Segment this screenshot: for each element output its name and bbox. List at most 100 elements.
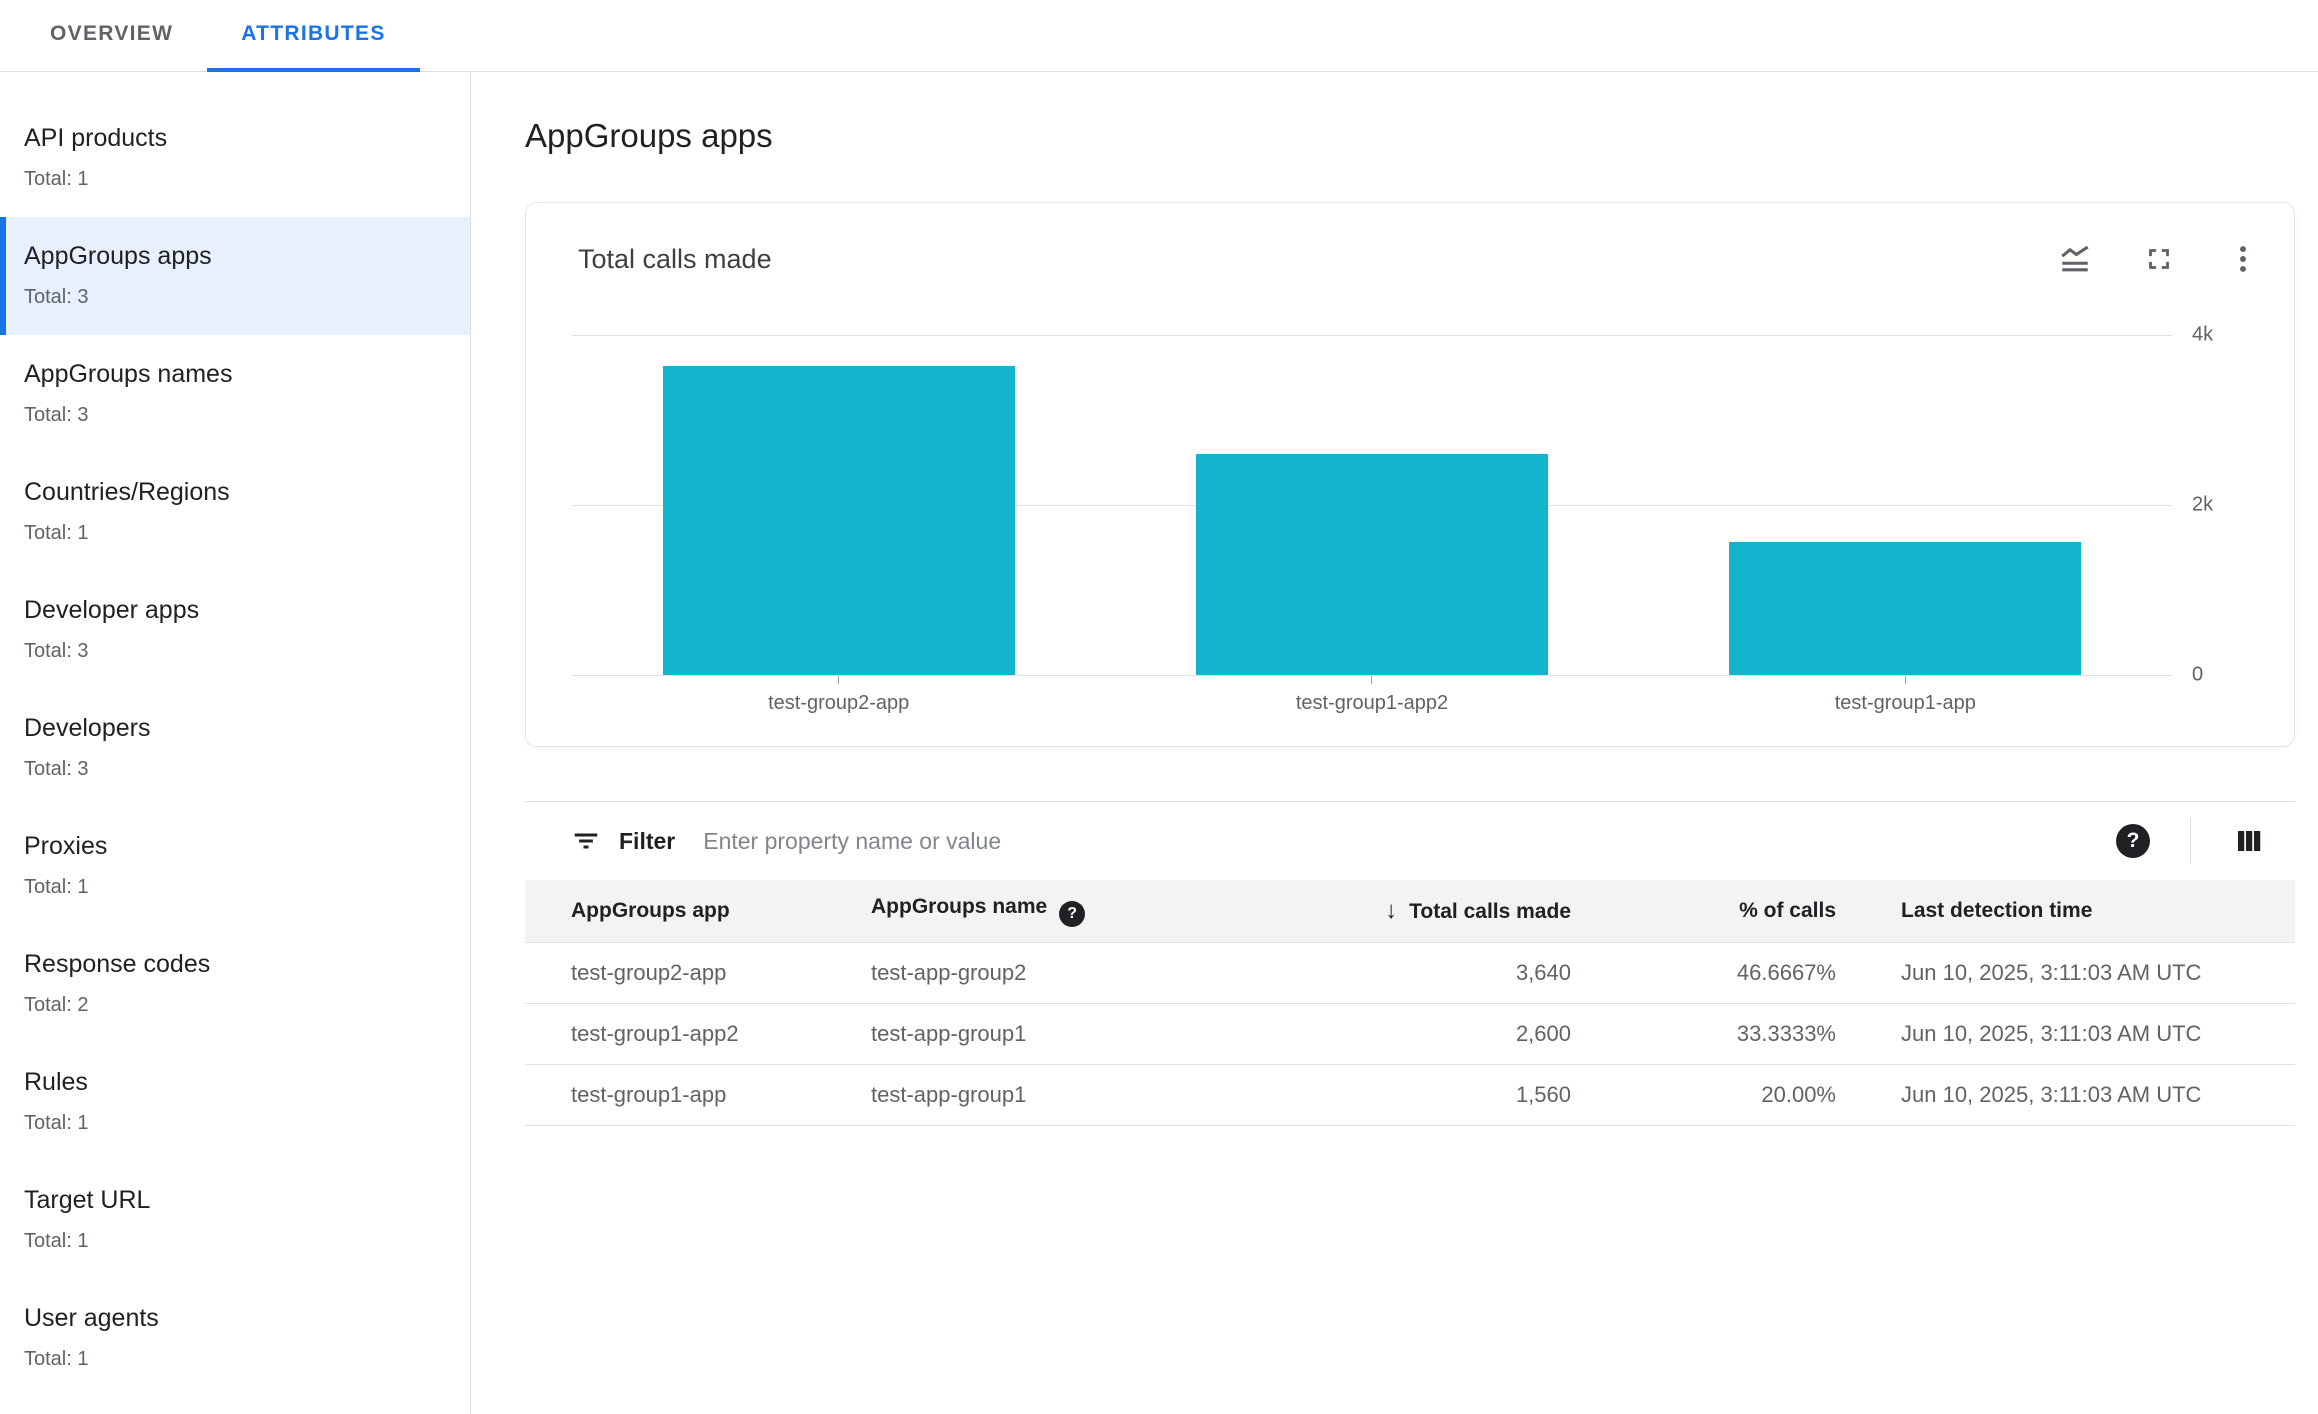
cell-total-calls-made: 1,560 [1301, 1064, 1571, 1126]
tab-bar: OVERVIEW ATTRIBUTES [0, 0, 2318, 72]
bar-slot [572, 335, 1105, 675]
sidebar-item-total: Total: 1 [24, 1230, 89, 1252]
chart-card-actions [2056, 240, 2262, 278]
cell-appgroups-app: test-group1-app [525, 1064, 871, 1126]
chart-title: Total calls made [578, 243, 772, 274]
y-axis-label: 0 [2192, 663, 2204, 686]
sidebar-item-label: Developers [24, 714, 151, 742]
sidebar-item-total: Total: 2 [24, 994, 89, 1016]
x-tick [1904, 675, 1906, 684]
column-header-label: % of calls [1739, 898, 1836, 922]
sidebar-item-label: AppGroups names [24, 360, 233, 388]
gridline-0 [572, 675, 2172, 676]
column-header-appgroups-app[interactable]: AppGroups app [525, 880, 871, 943]
tab-overview[interactable]: OVERVIEW [16, 0, 207, 72]
cell--of-calls: 20.00% [1571, 1064, 1836, 1126]
gridline-4k [572, 335, 2172, 336]
cell--of-calls: 33.3333% [1571, 1003, 1836, 1065]
chart-type-icon[interactable] [2056, 240, 2094, 278]
tick-slot [572, 675, 1105, 684]
cell-total-calls-made: 3,640 [1301, 942, 1571, 1004]
column-header-appgroups-name[interactable]: AppGroups name? [871, 880, 1301, 943]
sidebar-item-label: Developer apps [24, 596, 200, 624]
column-header-label: Total calls made [1409, 899, 1571, 923]
sidebar-item-label: AppGroups apps [24, 242, 212, 270]
columns-icon[interactable] [2233, 826, 2265, 856]
table-body: test-group2-app test-app-group2 3,640 46.66… [525, 942, 2295, 1126]
bar-test-group1-app2[interactable] [1196, 454, 1548, 675]
sidebar-item-label: Target URL [24, 1186, 151, 1214]
x-label-test-group2-app: test-group2-app [768, 692, 910, 714]
x-axis-labels: test-group2-app test-group1-app2 test-grou… [572, 692, 2172, 715]
fullscreen-icon[interactable] [2140, 240, 2178, 278]
x-label-test-group1-app2: test-group1-app2 [1295, 692, 1449, 714]
x-axis-ticks [572, 675, 2172, 684]
cell-appgroups-app: test-group1-app2 [525, 1003, 871, 1065]
tab-attributes[interactable]: ATTRIBUTES [207, 0, 420, 72]
y-axis-label: 4k [2192, 323, 2214, 346]
tab-attributes-label: ATTRIBUTES [241, 22, 386, 45]
cell-appgroups-name: test-app-group1 [871, 1064, 1301, 1126]
column-header--of-calls[interactable]: % of calls [1571, 880, 1836, 943]
sidebar-item-appgroups-apps[interactable]: AppGroups apps Total: 3 [0, 217, 470, 335]
bar-slot [1105, 335, 1638, 675]
sidebar-item-total: Total: 1 [24, 168, 89, 190]
table-row[interactable]: test-group1-app2 test-app-group1 2,600 33.3… [525, 1003, 2295, 1065]
cell-total-calls-made: 2,600 [1301, 1003, 1571, 1065]
x-label-test-group1-app: test-group1-app [1834, 692, 1976, 714]
sidebar-list: API products Total: 1 AppGroups apps Total:… [0, 99, 470, 1397]
sidebar-item-total: Total: 3 [24, 286, 89, 308]
sidebar-item-total: Total: 3 [24, 758, 89, 780]
sidebar-item-label: Proxies [24, 832, 108, 860]
sidebar-item-target-url[interactable]: Target URL Total: 1 [0, 1161, 470, 1279]
tick-slot [1639, 675, 2172, 684]
filter-label: Filter [619, 827, 676, 854]
x-tick [838, 675, 840, 684]
cell-last-detection-time: Jun 10, 2025, 3:11:03 AM UTC [1836, 942, 2295, 1004]
chart-card-header: Total calls made [526, 239, 2294, 279]
sidebar-item-api-products[interactable]: API products Total: 1 [0, 99, 470, 217]
bar-test-group1-app[interactable] [1729, 542, 2082, 675]
column-help-icon[interactable]: ? [1059, 900, 1086, 927]
sidebar-item-label: User agents [24, 1304, 159, 1332]
sidebar-item-user-agents[interactable]: User agents Total: 1 [0, 1279, 470, 1397]
sort-descending-icon: ↓ [1385, 896, 1398, 924]
sidebar-item-total: Total: 3 [24, 640, 89, 662]
table-row[interactable]: test-group2-app test-app-group2 3,640 46.66… [525, 942, 2295, 1004]
sidebar-item-rules[interactable]: Rules Total: 1 [0, 1043, 470, 1161]
column-header-last-detection-time[interactable]: Last detection time [1836, 880, 2295, 943]
sidebar-item-developer-apps[interactable]: Developer apps Total: 3 [0, 571, 470, 689]
sidebar-item-total: Total: 1 [24, 522, 89, 544]
cell-appgroups-name: test-app-group2 [871, 942, 1301, 1004]
sidebar-item-appgroups-names[interactable]: AppGroups names Total: 3 [0, 335, 470, 453]
column-header-total-calls-made[interactable]: ↓ Total calls made [1301, 880, 1571, 943]
cell-appgroups-app: test-group2-app [525, 942, 871, 1004]
sidebar: API products Total: 1 AppGroups apps Total:… [0, 72, 471, 1414]
help-icon[interactable]: ? [2116, 824, 2150, 858]
filter-bar: Filter ? [525, 802, 2295, 880]
cell-appgroups-name: test-app-group1 [871, 1003, 1301, 1065]
sidebar-item-response-codes[interactable]: Response codes Total: 2 [0, 925, 470, 1043]
table-header-row: AppGroups app AppGroups name? ↓ Total calls… [525, 880, 2295, 943]
bar-test-group2-app[interactable] [662, 365, 1015, 675]
tick-slot [1105, 675, 1638, 684]
y-axis-label: 2k [2192, 493, 2214, 516]
main-content: AppGroups apps Total calls made [471, 72, 2318, 1414]
sidebar-item-label: Rules [24, 1068, 88, 1096]
sidebar-item-countries-regions[interactable]: Countries/Regions Total: 1 [0, 453, 470, 571]
filter-input[interactable] [701, 826, 2116, 856]
table-row[interactable]: test-group1-app test-app-group1 1,560 20.00… [525, 1064, 2295, 1126]
more-options-icon[interactable] [2224, 240, 2262, 278]
page-title: AppGroups apps [525, 117, 773, 154]
bar-slot [1639, 335, 2172, 675]
sidebar-item-proxies[interactable]: Proxies Total: 1 [0, 807, 470, 925]
bar-chart: 4k 2k 0 test-group2-app test-group1-app2 tes… [526, 324, 2294, 715]
chart-card: Total calls made [525, 202, 2295, 747]
cell-last-detection-time: Jun 10, 2025, 3:11:03 AM UTC [1836, 1003, 2295, 1065]
sidebar-item-developers[interactable]: Developers Total: 3 [0, 689, 470, 807]
sidebar-item-label: Countries/Regions [24, 478, 230, 506]
sidebar-item-total: Total: 1 [24, 1348, 89, 1370]
bars-container [572, 335, 2172, 675]
sidebar-item-total: Total: 3 [24, 404, 89, 426]
